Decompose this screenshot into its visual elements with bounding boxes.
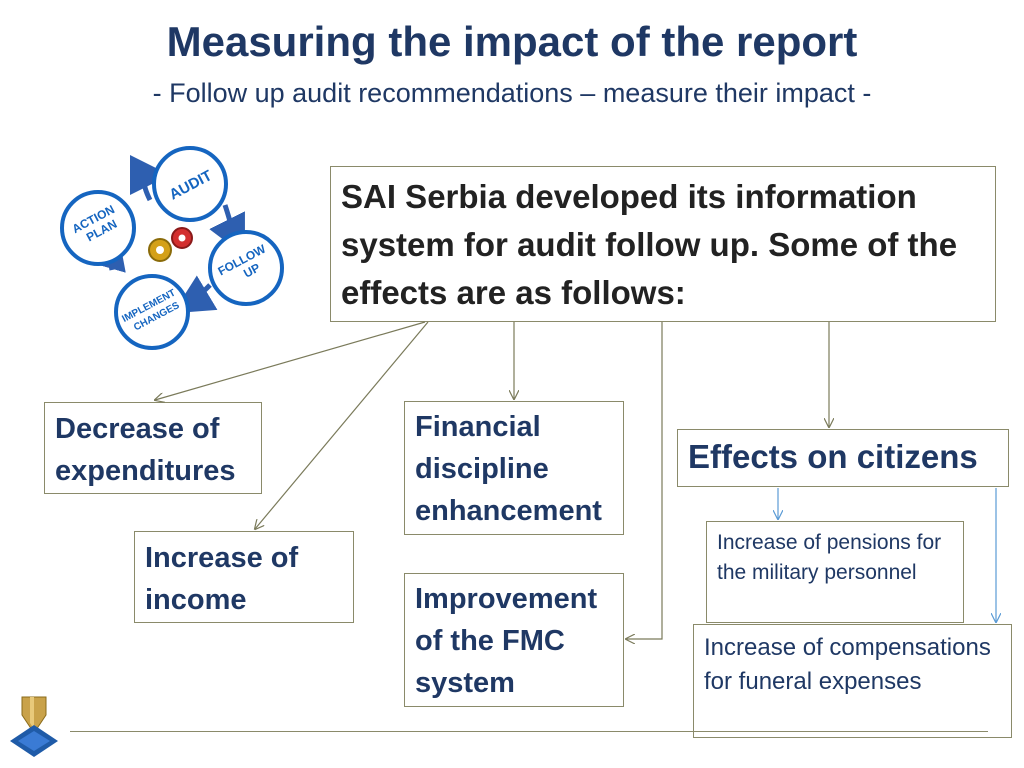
footer-divider	[70, 731, 988, 732]
main-description-box: SAI Serbia developed its information sys…	[330, 166, 996, 322]
increase-compensations-box: Increase of compensations for funeral ex…	[693, 624, 1012, 738]
arrow-to-increase-income	[255, 321, 429, 529]
arrow-to-improvement-fmc	[626, 322, 663, 639]
action-plan-circle: ACTION PLAN	[60, 190, 136, 266]
audit-cycle-graphic: AUDIT ACTION PLAN FOLLOW UP IMPLEMENT CH…	[60, 146, 284, 350]
increase-income-box: Increase of income	[134, 531, 354, 623]
decrease-expenditures-box: Decrease of expenditures	[44, 402, 262, 494]
page-title: Measuring the impact of the report	[166, 18, 858, 65]
improvement-fmc-box: Improvement of the FMC system	[404, 573, 624, 707]
effects-on-citizens-box: Effects on citizens	[677, 429, 1009, 487]
audit-circle: AUDIT	[152, 146, 228, 222]
implement-changes-circle: IMPLEMENT CHANGES	[114, 274, 190, 350]
arrow-to-decrease-expenditures	[155, 321, 426, 400]
gear-icon	[148, 227, 193, 262]
svg-text:UP: UP	[241, 260, 262, 280]
increase-pensions-box: Increase of pensions for the military pe…	[706, 521, 964, 623]
financial-discipline-box: Financial discipline enhancement	[404, 401, 624, 535]
sai-logo-icon	[10, 696, 58, 757]
follow-up-circle: FOLLOW UP	[208, 230, 284, 306]
page-subtitle: - Follow up audit recommendations – meas…	[152, 78, 872, 108]
